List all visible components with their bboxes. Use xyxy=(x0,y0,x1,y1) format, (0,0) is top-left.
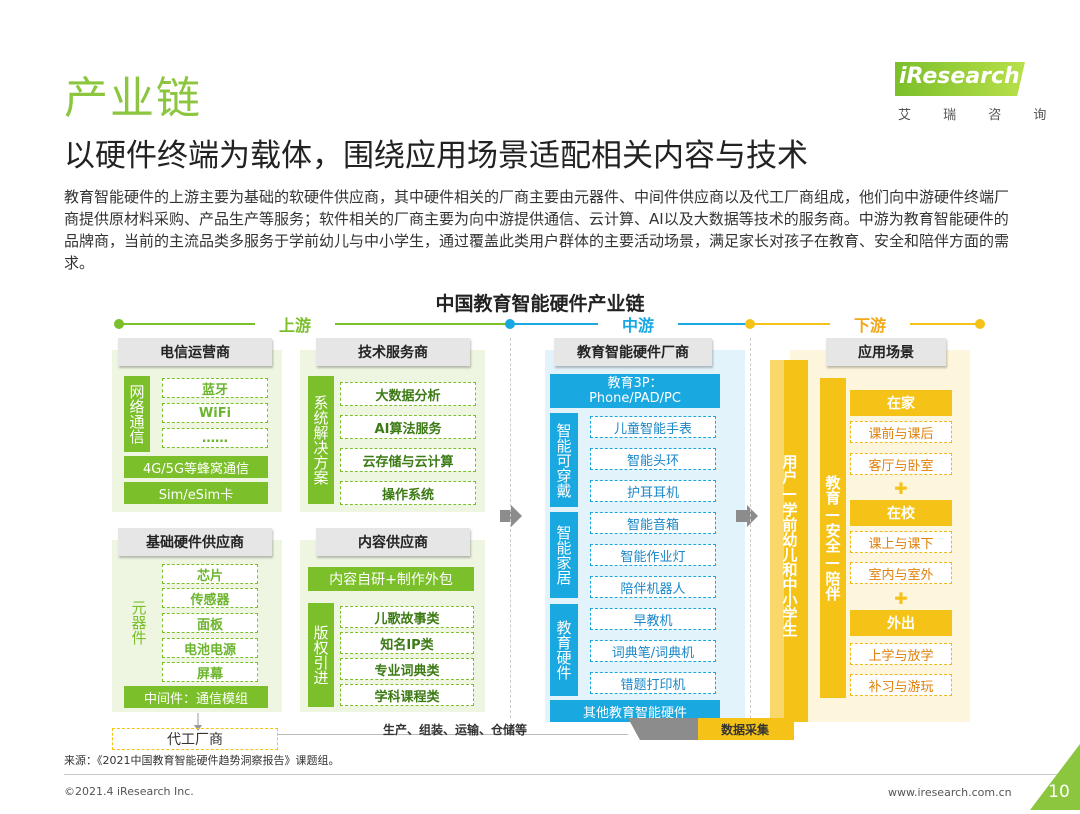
content-item: 儿歌故事类 xyxy=(340,606,474,628)
page-subtitle: 以硬件终端为载体，围绕应用场景适配相关内容与技术 xyxy=(64,138,808,174)
stage-upstream: 上游 xyxy=(255,313,335,335)
mid-item: 护耳耳机 xyxy=(590,480,716,502)
plus-icon: ✚ xyxy=(894,478,908,498)
data-arrow xyxy=(628,718,794,740)
hardware-item: 电池电源 xyxy=(162,638,258,658)
scene-item: 补习与游玩 xyxy=(850,674,952,696)
mid-item: 早教机 xyxy=(590,608,716,630)
mid-item: 词典笔/词典机 xyxy=(590,640,716,662)
telecom-side: 网络通信 xyxy=(124,376,150,452)
mid-item: 错题打印机 xyxy=(590,672,716,694)
scene-group-title: 在家 xyxy=(850,390,952,416)
hardware-item: 屏幕 xyxy=(162,662,258,682)
mid-item: 儿童智能手表 xyxy=(590,416,716,438)
dot xyxy=(975,319,985,329)
scene-item: 课上与课下 xyxy=(850,531,952,553)
hardware-header: 基础硬件供应商 xyxy=(118,528,272,556)
content-item: 专业词典类 xyxy=(340,658,474,680)
mid-top: 教育3P：Phone/PAD/PC xyxy=(550,374,720,408)
content-item: 学科课程类 xyxy=(340,684,474,706)
arrow-right-icon xyxy=(500,505,522,527)
arrow-right-icon xyxy=(736,505,758,527)
mid-header: 教育智能硬件厂商 xyxy=(554,338,712,366)
tech-item: 大数据分析 xyxy=(340,382,476,406)
footer-url: www.iresearch.com.cn xyxy=(888,786,1012,799)
mid-item: 陪伴机器人 xyxy=(590,576,716,598)
telecom-item: 蓝牙 xyxy=(162,378,268,398)
services-label: 生产、组装、运输、仓储等 xyxy=(382,722,527,737)
scene-item: 客厅与卧室 xyxy=(850,453,952,475)
page-corner xyxy=(1030,744,1080,810)
users-label: 用户—学前幼儿和中小学生 xyxy=(780,453,799,637)
scene-item: 课前与课后 xyxy=(850,421,952,443)
scene-item: 室内与室外 xyxy=(850,562,952,584)
tech-item: 云存储与云计算 xyxy=(340,448,476,472)
diagram-title: 中国教育智能硬件产业链 xyxy=(435,292,645,315)
hardware-item: 芯片 xyxy=(162,564,258,584)
mid-item: 智能作业灯 xyxy=(590,544,716,566)
scene-item: 上学与放学 xyxy=(850,643,952,665)
telecom-item: WiFi xyxy=(162,403,268,423)
hardware-fill: 中间件：通信模组 xyxy=(124,686,268,708)
source-note: 来源：《2021中国教育智能硬件趋势洞察报告》课题组。 xyxy=(64,754,340,767)
brand-cn: 艾 瑞 咨 询 xyxy=(898,108,1061,123)
mid-item: 智能头环 xyxy=(590,448,716,470)
mid-group-side: 教育硬件 xyxy=(550,604,578,696)
page-title: 产业链 xyxy=(64,73,202,124)
mid-group-side: 智能可穿戴 xyxy=(550,413,578,507)
oem-box: 代工厂商 xyxy=(112,728,278,750)
brand-logo: iResearch xyxy=(895,62,1025,98)
page-number: 10 xyxy=(1048,782,1070,802)
description: 教育智能硬件的上游主要为基础的软硬件供应商，其中硬件相关的厂商主要由元器件、中间… xyxy=(64,188,1010,272)
hardware-item: 传感器 xyxy=(162,588,258,608)
tech-side: 系统解决方案 xyxy=(308,376,334,504)
telecom-item: …… xyxy=(162,428,268,448)
data-collection-label: 数据采集 xyxy=(720,722,769,737)
hardware-side: 元器件 xyxy=(124,564,154,680)
tech-item: AI算法服务 xyxy=(340,415,476,439)
copyright: ©2021.4 iResearch Inc. xyxy=(64,785,194,798)
mid-item: 智能音箱 xyxy=(590,512,716,534)
stage-midstream: 中游 xyxy=(598,313,678,335)
mid-bottom: 其他教育智能硬件 xyxy=(550,700,720,722)
tech-item: 操作系统 xyxy=(340,481,476,505)
telecom-fill: Sim/eSim卡 xyxy=(124,482,268,504)
content-side: 版权引进 xyxy=(308,603,334,707)
dot xyxy=(114,319,124,329)
scene-group-title: 在校 xyxy=(850,500,952,526)
telecom-header: 电信运营商 xyxy=(118,338,272,366)
content-item: 知名IP类 xyxy=(340,632,474,654)
scene-header: 应用场景 xyxy=(826,338,946,366)
content-fill: 内容自研+制作外包 xyxy=(308,567,474,591)
content-header: 内容供应商 xyxy=(316,528,470,556)
telecom-fill: 4G/5G等蜂窝通信 xyxy=(124,456,268,478)
dot xyxy=(505,319,515,329)
plus-icon: ✚ xyxy=(894,588,908,608)
mid-group-side: 智能家居 xyxy=(550,512,578,598)
hardware-item: 面板 xyxy=(162,613,258,633)
tech-header: 技术服务商 xyxy=(316,338,470,366)
scene-group-title: 外出 xyxy=(850,610,952,636)
scene-side: 教育—安全—陪伴 xyxy=(820,378,846,698)
dot xyxy=(745,319,755,329)
stage-downstream: 下游 xyxy=(830,313,910,335)
